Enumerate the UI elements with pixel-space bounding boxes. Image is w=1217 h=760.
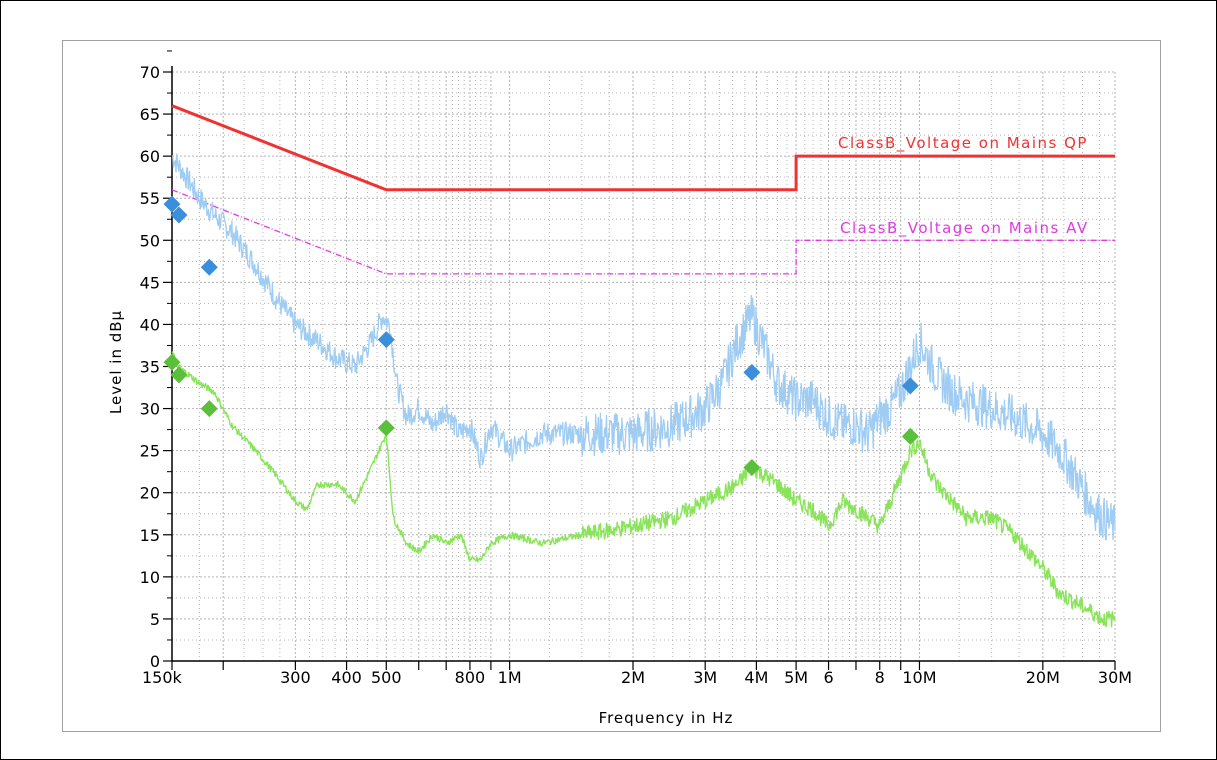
x-tick-label: 300 bbox=[280, 668, 311, 687]
y-tick-label: 15 bbox=[140, 526, 160, 545]
x-tick-label: 500 bbox=[371, 668, 402, 687]
y-tick-label: 20 bbox=[140, 484, 160, 503]
y-tick-label: 30 bbox=[140, 400, 160, 419]
average-marker bbox=[743, 458, 761, 476]
peak-marker bbox=[901, 377, 919, 395]
x-tick-label: 1M bbox=[498, 668, 522, 687]
x-tick-label: 3M bbox=[693, 668, 717, 687]
average-marker bbox=[901, 427, 919, 445]
x-tick-label: 800 bbox=[455, 668, 486, 687]
y-tick-label: 0 bbox=[150, 652, 160, 671]
qp-limit-label: ClassB_Voltage on Mains QP bbox=[838, 134, 1088, 153]
y-tick-label: 60 bbox=[140, 147, 160, 166]
average-trace bbox=[171, 351, 1116, 628]
average-marker bbox=[200, 400, 218, 418]
peak-trace bbox=[171, 153, 1116, 541]
y-tick-label: 35 bbox=[140, 358, 160, 377]
x-tick-label: 30M bbox=[1098, 668, 1132, 687]
y-tick-label: 45 bbox=[140, 273, 160, 292]
markers bbox=[163, 195, 919, 476]
traces bbox=[171, 153, 1116, 628]
x-tick-label: 4M bbox=[744, 668, 768, 687]
y-tick-label: 55 bbox=[140, 189, 160, 208]
peak-marker bbox=[163, 195, 181, 213]
axes: 0 5 10 15 20 25 30 35 40 45 50 55 60 65 70 150k 300 400 50… bbox=[140, 50, 1132, 687]
y-tick-label: 70 bbox=[140, 63, 160, 82]
limit-lines bbox=[171, 104, 1115, 275]
peak-marker bbox=[170, 206, 188, 224]
y-tick-label: 40 bbox=[140, 315, 160, 334]
y-tick-label: 5 bbox=[150, 610, 160, 629]
qp-limit-line bbox=[171, 104, 1115, 192]
x-tick-label: 10M bbox=[902, 668, 936, 687]
average-marker bbox=[163, 353, 181, 371]
av-limit-label: ClassB_Voltage on Mains AV bbox=[840, 219, 1089, 238]
x-tick-label: 400 bbox=[331, 668, 362, 687]
x-tick-label: 150k bbox=[142, 668, 183, 687]
x-tick-label: 8 bbox=[875, 668, 885, 687]
labels: Frequency in Hz Level in dBµ ClassB_Volt… bbox=[107, 134, 1089, 727]
x-tick-label: 2M bbox=[621, 668, 645, 687]
x-tick-label: 6 bbox=[823, 668, 833, 687]
peak-marker bbox=[200, 258, 218, 276]
x-tick-label: 20M bbox=[1026, 668, 1060, 687]
grid bbox=[172, 71, 1116, 662]
y-tick-label: 65 bbox=[140, 105, 160, 124]
x-tick-label: 5M bbox=[784, 668, 808, 687]
peak-marker bbox=[377, 331, 395, 349]
y-tick-label: 25 bbox=[140, 442, 160, 461]
y-tick-label: 50 bbox=[140, 231, 160, 250]
average-marker bbox=[377, 419, 395, 437]
av-limit-line bbox=[171, 189, 1115, 275]
y-tick-label: 10 bbox=[140, 568, 160, 587]
peak-marker bbox=[743, 363, 761, 381]
x-axis-title: Frequency in Hz bbox=[599, 709, 734, 727]
y-axis-title: Level in dBµ bbox=[107, 310, 125, 414]
average-marker bbox=[170, 366, 188, 384]
